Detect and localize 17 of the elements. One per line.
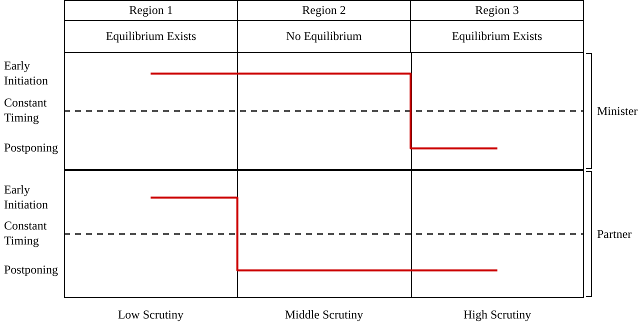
x-tick-label: Region 1 xyxy=(64,0,238,21)
text: Equilibrium Exists xyxy=(64,20,238,53)
x-tick-label: Region 3 xyxy=(410,0,584,21)
text: Equilibrium Exists xyxy=(410,20,584,53)
text: Postponing xyxy=(4,262,58,277)
y2-axis-title: Minister xyxy=(597,102,639,120)
x-tick-label: Middle Scrutiny xyxy=(284,307,364,322)
y2-axis-title: Partner xyxy=(597,226,633,242)
text: Constant Timing xyxy=(4,96,48,125)
text: Constant Timing xyxy=(4,218,48,248)
text: No Equilibrium xyxy=(237,20,411,53)
text: Postponing xyxy=(4,140,58,154)
x-tick-label: High Scrutiny xyxy=(463,307,532,322)
text: Early Initiation xyxy=(4,58,48,88)
x-tick-label: Low Scrutiny xyxy=(118,307,184,322)
x-tick-label: Region 2 xyxy=(237,0,411,21)
text: Early Initiation xyxy=(4,182,48,212)
